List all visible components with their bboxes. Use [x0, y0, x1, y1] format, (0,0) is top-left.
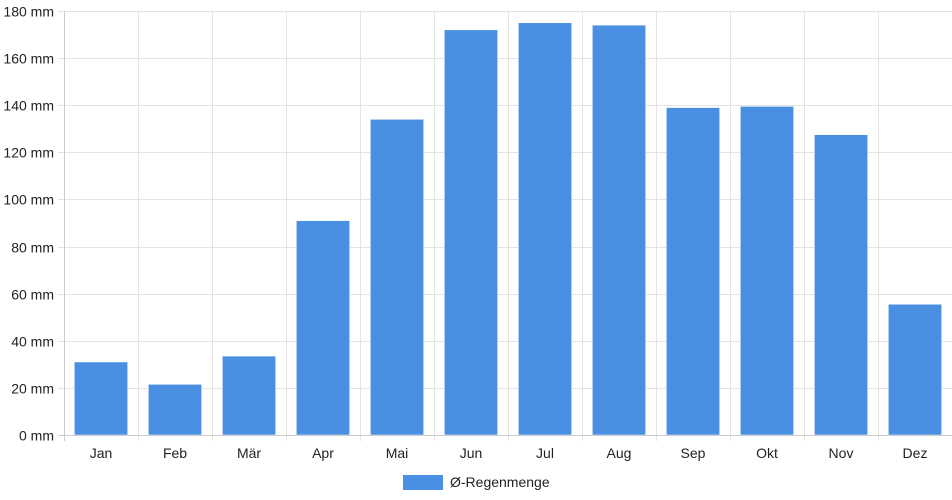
x-tick-label: Jan	[90, 445, 113, 461]
y-tick-label: 0 mm	[19, 428, 54, 444]
x-tick-label: Apr	[312, 445, 334, 461]
y-tick-label: 120 mm	[3, 145, 54, 161]
y-axis-tick-labels: 0 mm 20 mm 40 mm 60 mm 80 mm 100 mm 120 mm 140 …	[3, 4, 54, 444]
y-tick-label: 80 mm	[11, 240, 54, 256]
x-tick-label: Mai	[386, 445, 409, 461]
y-tick-label: 20 mm	[11, 381, 54, 397]
bar-jan	[74, 361, 128, 436]
x-tick-label: Aug	[607, 445, 632, 461]
bar-jun	[444, 29, 498, 436]
x-tick-label: Dez	[903, 445, 928, 461]
bar-sep	[666, 107, 720, 436]
bar-dez	[888, 304, 942, 436]
x-tick-label: Okt	[756, 445, 778, 461]
y-tick-label: 60 mm	[11, 287, 54, 303]
bar-mai	[370, 119, 424, 436]
x-tick-label: Feb	[163, 445, 187, 461]
bar-okt	[740, 106, 794, 436]
bar-apr	[296, 220, 350, 436]
y-tick-label: 40 mm	[11, 334, 54, 350]
x-tick-label: Jul	[536, 445, 554, 461]
y-tick-label: 180 mm	[3, 4, 54, 20]
bar-mär	[222, 355, 276, 436]
chart-bars	[74, 22, 942, 436]
y-tick-label: 100 mm	[3, 192, 54, 208]
y-tick-label: 160 mm	[3, 51, 54, 67]
bar-nov	[814, 134, 868, 436]
x-axis-tick-labels: Jan Feb Mär Apr Mai Jun Jul Aug Sep Okt Nov Dez	[90, 445, 928, 461]
bar-feb	[148, 384, 202, 436]
chart-gridlines	[58, 11, 952, 441]
y-tick-label: 140 mm	[3, 98, 54, 114]
x-tick-label: Sep	[681, 445, 706, 461]
x-tick-label: Mär	[237, 445, 261, 461]
chart-axes	[58, 11, 952, 441]
legend-label: Ø-Regenmenge	[450, 474, 550, 490]
legend-swatch	[403, 475, 443, 490]
x-tick-label: Nov	[829, 445, 854, 461]
bar-aug	[592, 24, 646, 436]
x-tick-label: Jun	[460, 445, 483, 461]
bar-jul	[518, 22, 572, 436]
chart-legend[interactable]: Ø-Regenmenge	[403, 474, 550, 490]
